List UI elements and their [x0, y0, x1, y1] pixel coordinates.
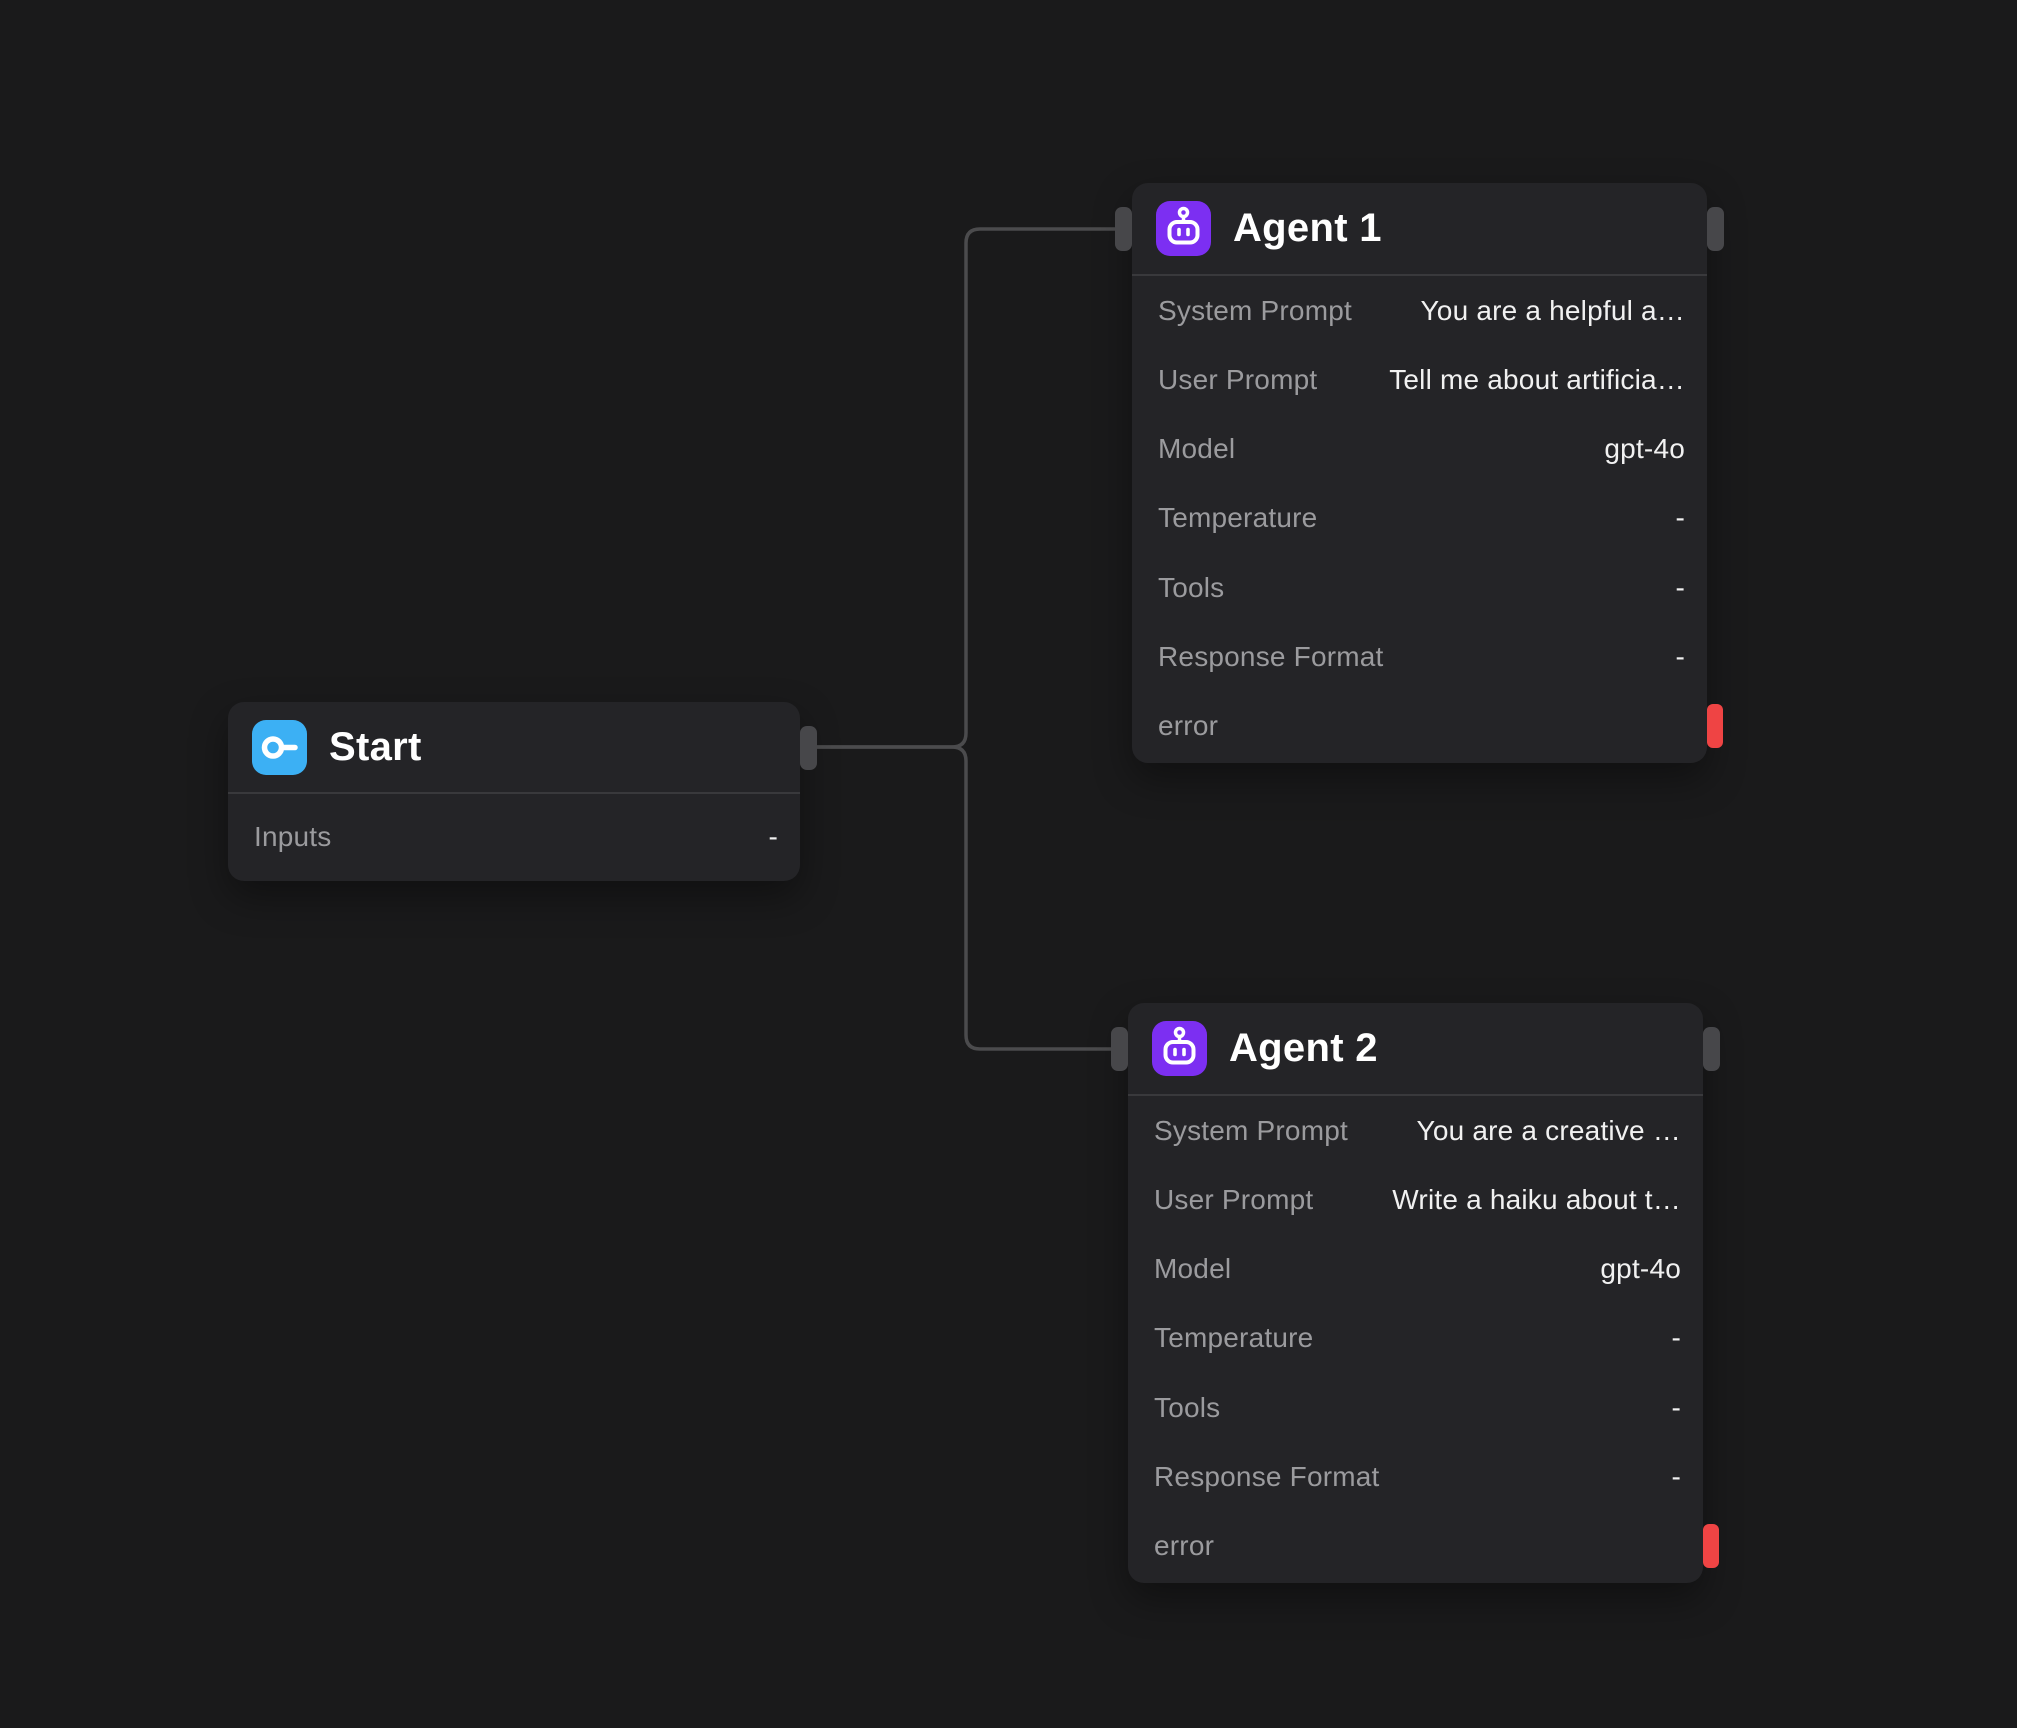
row-label: User Prompt [1154, 1183, 1314, 1215]
robot-icon [1156, 201, 1211, 256]
row-value: - [1671, 1322, 1681, 1354]
row-label: Temperature [1158, 502, 1318, 534]
agent1-row-user-prompt: User Prompt Tell me about artificia… [1132, 345, 1707, 414]
row-value: You are a helpful a… [1420, 294, 1685, 326]
node-agent1-title: Agent 1 [1233, 206, 1382, 250]
agent1-row-system-prompt: System Prompt You are a helpful a… [1132, 276, 1707, 345]
robot-icon [1152, 1021, 1207, 1076]
row-value: - [1675, 641, 1685, 673]
row-value: - [1675, 571, 1685, 603]
agent2-row-error: error [1128, 1512, 1703, 1581]
row-value: You are a creative … [1416, 1114, 1681, 1146]
node-agent-1[interactable]: Agent 1 System Prompt You are a helpful … [1115, 183, 1724, 763]
agent2-row-tools: Tools - [1128, 1373, 1703, 1442]
agent2-row-model: Model gpt-4o [1128, 1235, 1703, 1304]
row-value: Tell me about artificia… [1389, 363, 1685, 395]
agent2-row-user-prompt: User Prompt Write a haiku about t… [1128, 1165, 1703, 1234]
agent1-error-handle[interactable] [1707, 704, 1723, 748]
node-agent-2[interactable]: Agent 2 System Prompt You are a creative… [1111, 1003, 1720, 1583]
row-label: error [1158, 710, 1219, 742]
row-value: Write a haiku about t… [1392, 1183, 1681, 1215]
node-agent2-title: Agent 2 [1229, 1026, 1378, 1070]
agent1-row-tools: Tools - [1132, 553, 1707, 622]
agent2-row-response-format: Response Format - [1128, 1442, 1703, 1511]
edge-start-to-agent1[interactable] [817, 227, 1116, 749]
row-label: Inputs [254, 820, 332, 852]
agent2-row-temperature: Temperature - [1128, 1304, 1703, 1373]
node-agent1-header[interactable]: Agent 1 [1132, 183, 1707, 276]
node-start[interactable]: Start Inputs - [228, 702, 817, 881]
agent1-row-response-format: Response Format - [1132, 622, 1707, 691]
agent1-row-model: Model gpt-4o [1132, 415, 1707, 484]
agent2-row-system-prompt: System Prompt You are a creative … [1128, 1096, 1703, 1165]
row-label: Model [1154, 1253, 1232, 1285]
row-label: System Prompt [1158, 294, 1352, 326]
agent1-output-handle[interactable] [1707, 207, 1724, 251]
row-label: Tools [1158, 571, 1225, 603]
row-label: error [1154, 1530, 1215, 1562]
row-value: - [1675, 502, 1685, 534]
start-output-handle[interactable] [800, 726, 817, 770]
row-value: - [1671, 1461, 1681, 1493]
agent1-row-temperature: Temperature - [1132, 484, 1707, 553]
agent2-input-handle[interactable] [1111, 1027, 1128, 1071]
edge-start-to-agent2[interactable] [817, 745, 1112, 1051]
row-label: System Prompt [1154, 1114, 1348, 1146]
agent1-input-handle[interactable] [1115, 207, 1132, 251]
agent1-row-error: error [1132, 692, 1707, 761]
start-row-inputs: Inputs - [228, 794, 800, 879]
row-value: gpt-4o [1604, 433, 1685, 465]
row-label: Model [1158, 433, 1236, 465]
node-start-title: Start [329, 724, 422, 769]
key-icon [252, 719, 307, 775]
agent2-error-handle[interactable] [1703, 1524, 1719, 1568]
row-label: Tools [1154, 1391, 1221, 1423]
row-label: User Prompt [1158, 363, 1318, 395]
node-agent2-header[interactable]: Agent 2 [1128, 1003, 1703, 1096]
row-value: - [768, 820, 778, 852]
row-label: Response Format [1154, 1461, 1380, 1493]
row-value: - [1671, 1391, 1681, 1423]
row-value: gpt-4o [1600, 1253, 1681, 1285]
row-label: Temperature [1154, 1322, 1314, 1354]
row-label: Response Format [1158, 641, 1384, 673]
agent2-output-handle[interactable] [1703, 1027, 1720, 1071]
node-start-header[interactable]: Start [228, 702, 800, 794]
